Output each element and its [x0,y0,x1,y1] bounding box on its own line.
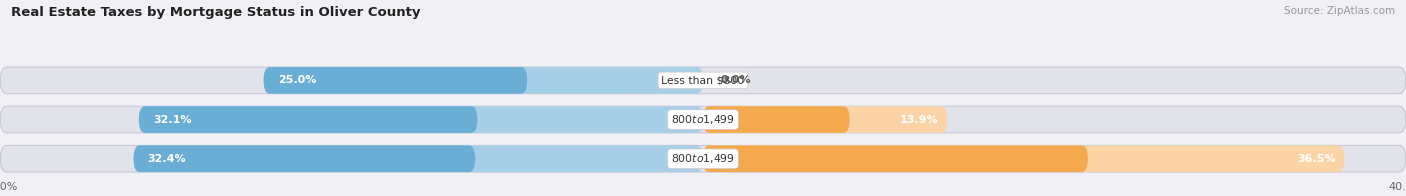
Text: 32.4%: 32.4% [148,154,186,164]
Text: 25.0%: 25.0% [278,75,316,85]
FancyBboxPatch shape [0,145,1406,172]
FancyBboxPatch shape [703,145,1088,172]
FancyBboxPatch shape [134,145,703,172]
FancyBboxPatch shape [703,106,849,133]
FancyBboxPatch shape [134,145,475,172]
FancyBboxPatch shape [139,106,703,133]
FancyBboxPatch shape [703,106,948,133]
Text: Less than $800: Less than $800 [661,75,745,85]
Text: $800 to $1,499: $800 to $1,499 [671,113,735,126]
FancyBboxPatch shape [703,145,1344,172]
Text: Real Estate Taxes by Mortgage Status in Oliver County: Real Estate Taxes by Mortgage Status in … [11,6,420,19]
FancyBboxPatch shape [264,67,527,94]
FancyBboxPatch shape [0,67,1406,94]
Text: 13.9%: 13.9% [900,114,939,125]
Text: 32.1%: 32.1% [153,114,191,125]
FancyBboxPatch shape [139,106,478,133]
FancyBboxPatch shape [264,67,703,94]
Text: 0.0%: 0.0% [721,75,751,85]
Text: Source: ZipAtlas.com: Source: ZipAtlas.com [1284,6,1395,16]
FancyBboxPatch shape [0,106,1406,133]
Text: $800 to $1,499: $800 to $1,499 [671,152,735,165]
Text: 36.5%: 36.5% [1298,154,1336,164]
